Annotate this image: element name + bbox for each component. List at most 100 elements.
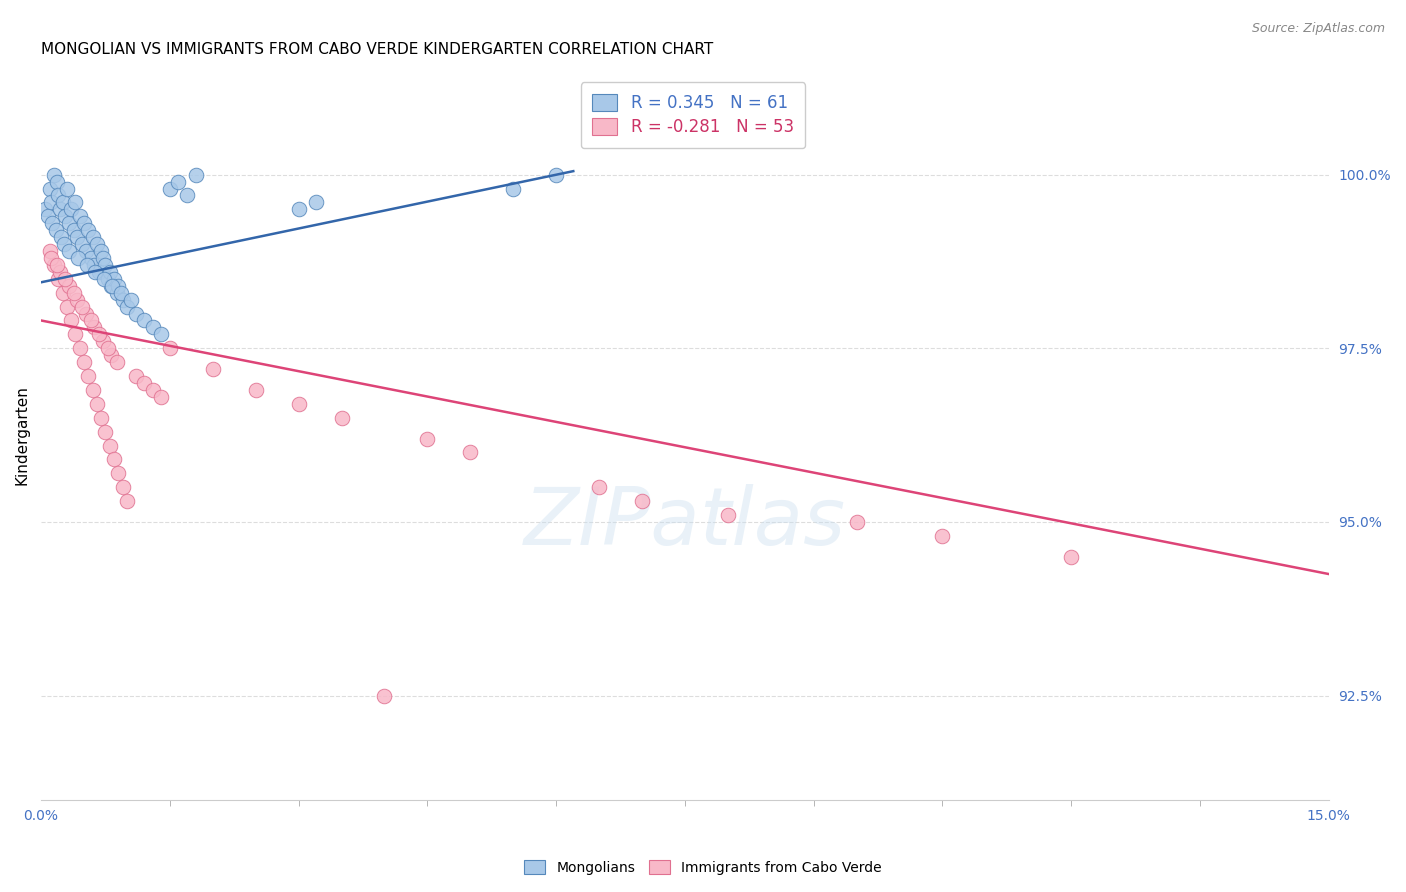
Text: MONGOLIAN VS IMMIGRANTS FROM CABO VERDE KINDERGARTEN CORRELATION CHART: MONGOLIAN VS IMMIGRANTS FROM CABO VERDE … xyxy=(41,42,713,57)
Point xyxy=(132,313,155,327)
Point xyxy=(110,285,132,300)
Point xyxy=(41,216,63,230)
Point xyxy=(42,168,65,182)
Point xyxy=(94,425,117,439)
Point xyxy=(159,341,181,355)
Point xyxy=(60,313,83,327)
Point xyxy=(94,258,117,272)
Point xyxy=(124,306,146,320)
Point xyxy=(82,383,104,397)
Point xyxy=(49,202,72,217)
Point xyxy=(631,494,654,508)
Point xyxy=(58,278,80,293)
Point xyxy=(105,285,128,300)
Point xyxy=(91,334,114,349)
Point xyxy=(73,355,96,369)
Point xyxy=(65,327,87,342)
Point xyxy=(100,348,122,362)
Point xyxy=(45,258,67,272)
Point xyxy=(49,230,72,244)
Point xyxy=(37,209,59,223)
Point xyxy=(38,244,60,258)
Point xyxy=(89,327,111,342)
Point xyxy=(1060,549,1083,564)
Legend: R = 0.345   N = 61, R = -0.281   N = 53: R = 0.345 N = 61, R = -0.281 N = 53 xyxy=(581,82,806,148)
Point xyxy=(69,341,91,355)
Point xyxy=(42,258,65,272)
Point xyxy=(717,508,740,522)
Point xyxy=(49,265,72,279)
Point xyxy=(115,300,138,314)
Point xyxy=(416,432,439,446)
Point xyxy=(107,467,129,481)
Point xyxy=(373,689,395,703)
Point xyxy=(56,181,79,195)
Point xyxy=(91,251,114,265)
Point xyxy=(287,397,309,411)
Point xyxy=(75,306,97,320)
Point xyxy=(65,195,87,210)
Point xyxy=(62,223,84,237)
Point xyxy=(45,175,67,189)
Point xyxy=(53,272,76,286)
Point xyxy=(90,244,112,258)
Point xyxy=(34,202,56,217)
Point xyxy=(124,369,146,384)
Point xyxy=(111,293,134,307)
Point xyxy=(38,181,60,195)
Y-axis label: Kindergarten: Kindergarten xyxy=(15,385,30,485)
Point xyxy=(69,209,91,223)
Point xyxy=(66,251,89,265)
Point xyxy=(72,237,94,252)
Point xyxy=(84,265,107,279)
Point xyxy=(80,313,103,327)
Point xyxy=(72,300,94,314)
Point xyxy=(502,181,524,195)
Point xyxy=(53,209,76,223)
Point xyxy=(105,355,128,369)
Point xyxy=(159,181,181,195)
Point xyxy=(287,202,309,217)
Point xyxy=(56,300,79,314)
Text: Source: ZipAtlas.com: Source: ZipAtlas.com xyxy=(1251,22,1385,36)
Point xyxy=(66,293,89,307)
Point xyxy=(45,223,67,237)
Point xyxy=(330,410,353,425)
Point xyxy=(845,515,868,529)
Point xyxy=(101,278,124,293)
Point xyxy=(150,327,173,342)
Legend: Mongolians, Immigrants from Cabo Verde: Mongolians, Immigrants from Cabo Verde xyxy=(519,855,887,880)
Point xyxy=(46,272,69,286)
Point xyxy=(52,195,75,210)
Point xyxy=(97,341,120,355)
Point xyxy=(103,272,125,286)
Point xyxy=(60,202,83,217)
Point xyxy=(41,195,63,210)
Point xyxy=(86,397,108,411)
Point xyxy=(73,216,96,230)
Point xyxy=(52,285,75,300)
Point xyxy=(41,251,63,265)
Point xyxy=(167,175,190,189)
Point xyxy=(588,480,610,494)
Point xyxy=(77,223,100,237)
Point xyxy=(83,258,105,272)
Point xyxy=(931,529,953,543)
Point xyxy=(184,168,207,182)
Point xyxy=(53,237,76,252)
Point xyxy=(98,438,121,452)
Point xyxy=(75,244,97,258)
Point xyxy=(80,251,103,265)
Point xyxy=(82,230,104,244)
Point xyxy=(107,278,129,293)
Point xyxy=(83,320,105,334)
Point xyxy=(97,272,120,286)
Point xyxy=(89,265,111,279)
Point xyxy=(305,195,328,210)
Point xyxy=(46,188,69,202)
Point xyxy=(86,237,108,252)
Point xyxy=(93,272,115,286)
Point xyxy=(100,278,122,293)
Point xyxy=(62,285,84,300)
Point xyxy=(58,216,80,230)
